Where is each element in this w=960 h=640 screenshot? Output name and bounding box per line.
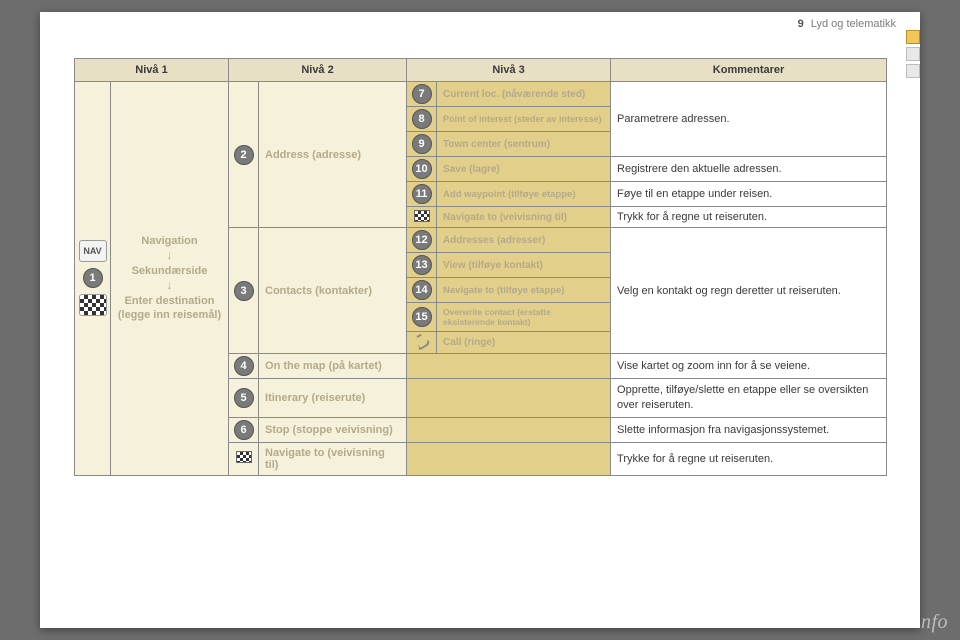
lvl3-num: 13 (407, 253, 437, 278)
lvl3-num: 12 (407, 228, 437, 253)
arrow-down-icon: ↓ (117, 278, 222, 294)
step-circle: 14 (412, 280, 432, 300)
lvl3-num: 8 (407, 107, 437, 132)
watermark: carmanualsonline.info (757, 611, 948, 634)
th-level3: Nivå 3 (407, 59, 611, 82)
lvl2-num-stop: 6 (229, 417, 259, 442)
lvl3-label: Navigate to (veivisning til) (437, 207, 611, 228)
phone-icon (415, 334, 429, 348)
comment-cell: Trykke for å regne ut reiseruten. (611, 442, 887, 475)
lvl3-num: 7 (407, 82, 437, 107)
lvl2-label-address: Address (adresse) (259, 82, 407, 228)
step-circle: 9 (412, 134, 432, 154)
comment-cell: Parametrere adressen. (611, 82, 887, 157)
lvl3-label: Navigate to (tilføye etappe) (437, 278, 611, 303)
step-circle: 5 (234, 388, 254, 408)
lvl3-label: Call (ringe) (437, 332, 611, 354)
lvl3-label: Town center (sentrum) (437, 132, 611, 157)
lvl3-empty (407, 379, 611, 418)
cell-nav-icons: NAV 1 (75, 82, 111, 476)
flag-icon (414, 210, 430, 222)
flag-icon (79, 294, 107, 316)
th-level1: Nivå 1 (75, 59, 229, 82)
comment-cell: Registrere den aktuelle adressen. (611, 157, 887, 182)
section-header: 9 Lyd og telematikk (798, 18, 896, 30)
step-circle: 6 (234, 420, 254, 440)
lvl3-label: Point of interest (steder av interesse) (437, 107, 611, 132)
step-circle: 11 (412, 184, 432, 204)
th-comments: Kommentarer (611, 59, 887, 82)
step-circle: 3 (234, 281, 254, 301)
lvl3-label: Overwrite contact (erstatte eksisterende… (437, 303, 611, 332)
lvl2-num-itin: 5 (229, 379, 259, 418)
lvl3-empty (407, 417, 611, 442)
comment-cell: Trykk for å regne ut reiseruten. (611, 207, 887, 228)
lvl3-empty (407, 442, 611, 475)
lvl2-label-navto: Navigate to (veivisning til) (259, 442, 407, 475)
lvl3-label: Save (lagre) (437, 157, 611, 182)
side-tabs (906, 30, 920, 78)
side-tab (906, 47, 920, 61)
lvl3-label: View (tilføye kontakt) (437, 253, 611, 278)
lvl3-num: 15 (407, 303, 437, 332)
cell-nav-path: Navigation ↓ Sekundærside ↓ Enter destin… (111, 82, 229, 476)
lvl3-num: 11 (407, 182, 437, 207)
comment-cell: Opprette, tilføye/slette en etappe eller… (611, 379, 887, 418)
lvl3-label: Add waypoint (tilføye etappe) (437, 182, 611, 207)
page: 9 Lyd og telematikk Nivå 1 Nivå 2 Nivå 3… (40, 12, 920, 628)
lvl2-num-map: 4 (229, 354, 259, 379)
side-tab (906, 64, 920, 78)
comment-cell: Slette informasjon fra navigasjonssystem… (611, 417, 887, 442)
lvl2-num-contacts: 3 (229, 228, 259, 354)
step-circle: 15 (412, 307, 432, 327)
lvl3-flag (407, 207, 437, 228)
step-circle: 2 (234, 145, 254, 165)
section-title: Lyd og telematikk (811, 18, 896, 30)
lvl2-label-map: On the map (på kartet) (259, 354, 407, 379)
lvl3-num: 14 (407, 278, 437, 303)
step-circle: 7 (412, 84, 432, 104)
th-level2: Nivå 2 (229, 59, 407, 82)
nav-breadcrumb: Navigation ↓ Sekundærside ↓ Enter destin… (117, 234, 222, 322)
nav-icon: NAV (79, 240, 107, 262)
flag-icon (236, 451, 252, 463)
lvl3-phone (407, 332, 437, 354)
lvl2-label-itin: Itinerary (reiserute) (259, 379, 407, 418)
step-circle: 13 (412, 255, 432, 275)
side-tab-active (906, 30, 920, 44)
lvl3-num: 10 (407, 157, 437, 182)
lvl3-num: 9 (407, 132, 437, 157)
comment-cell: Føye til en etappe under reisen. (611, 182, 887, 207)
section-number: 9 (798, 18, 804, 30)
nav-table: Nivå 1 Nivå 2 Nivå 3 Kommentarer NAV 1 (74, 58, 887, 476)
lvl2-label-stop: Stop (stoppe veivisning) (259, 417, 407, 442)
lvl3-empty (407, 354, 611, 379)
lvl3-label: Addresses (adresser) (437, 228, 611, 253)
comment-cell: Vise kartet og zoom inn for å se veiene. (611, 354, 887, 379)
lvl2-flag (229, 442, 259, 475)
step-circle-1: 1 (83, 268, 103, 288)
step-circle: 12 (412, 230, 432, 250)
lvl2-label-contacts: Contacts (kontakter) (259, 228, 407, 354)
step-circle: 4 (234, 356, 254, 376)
lvl2-num-address: 2 (229, 82, 259, 228)
lvl3-label: Current loc. (nåværende sted) (437, 82, 611, 107)
step-circle: 8 (412, 109, 432, 129)
arrow-down-icon: ↓ (117, 248, 222, 264)
comment-cell: Velg en kontakt og regn deretter ut reis… (611, 228, 887, 354)
step-circle: 10 (412, 159, 432, 179)
